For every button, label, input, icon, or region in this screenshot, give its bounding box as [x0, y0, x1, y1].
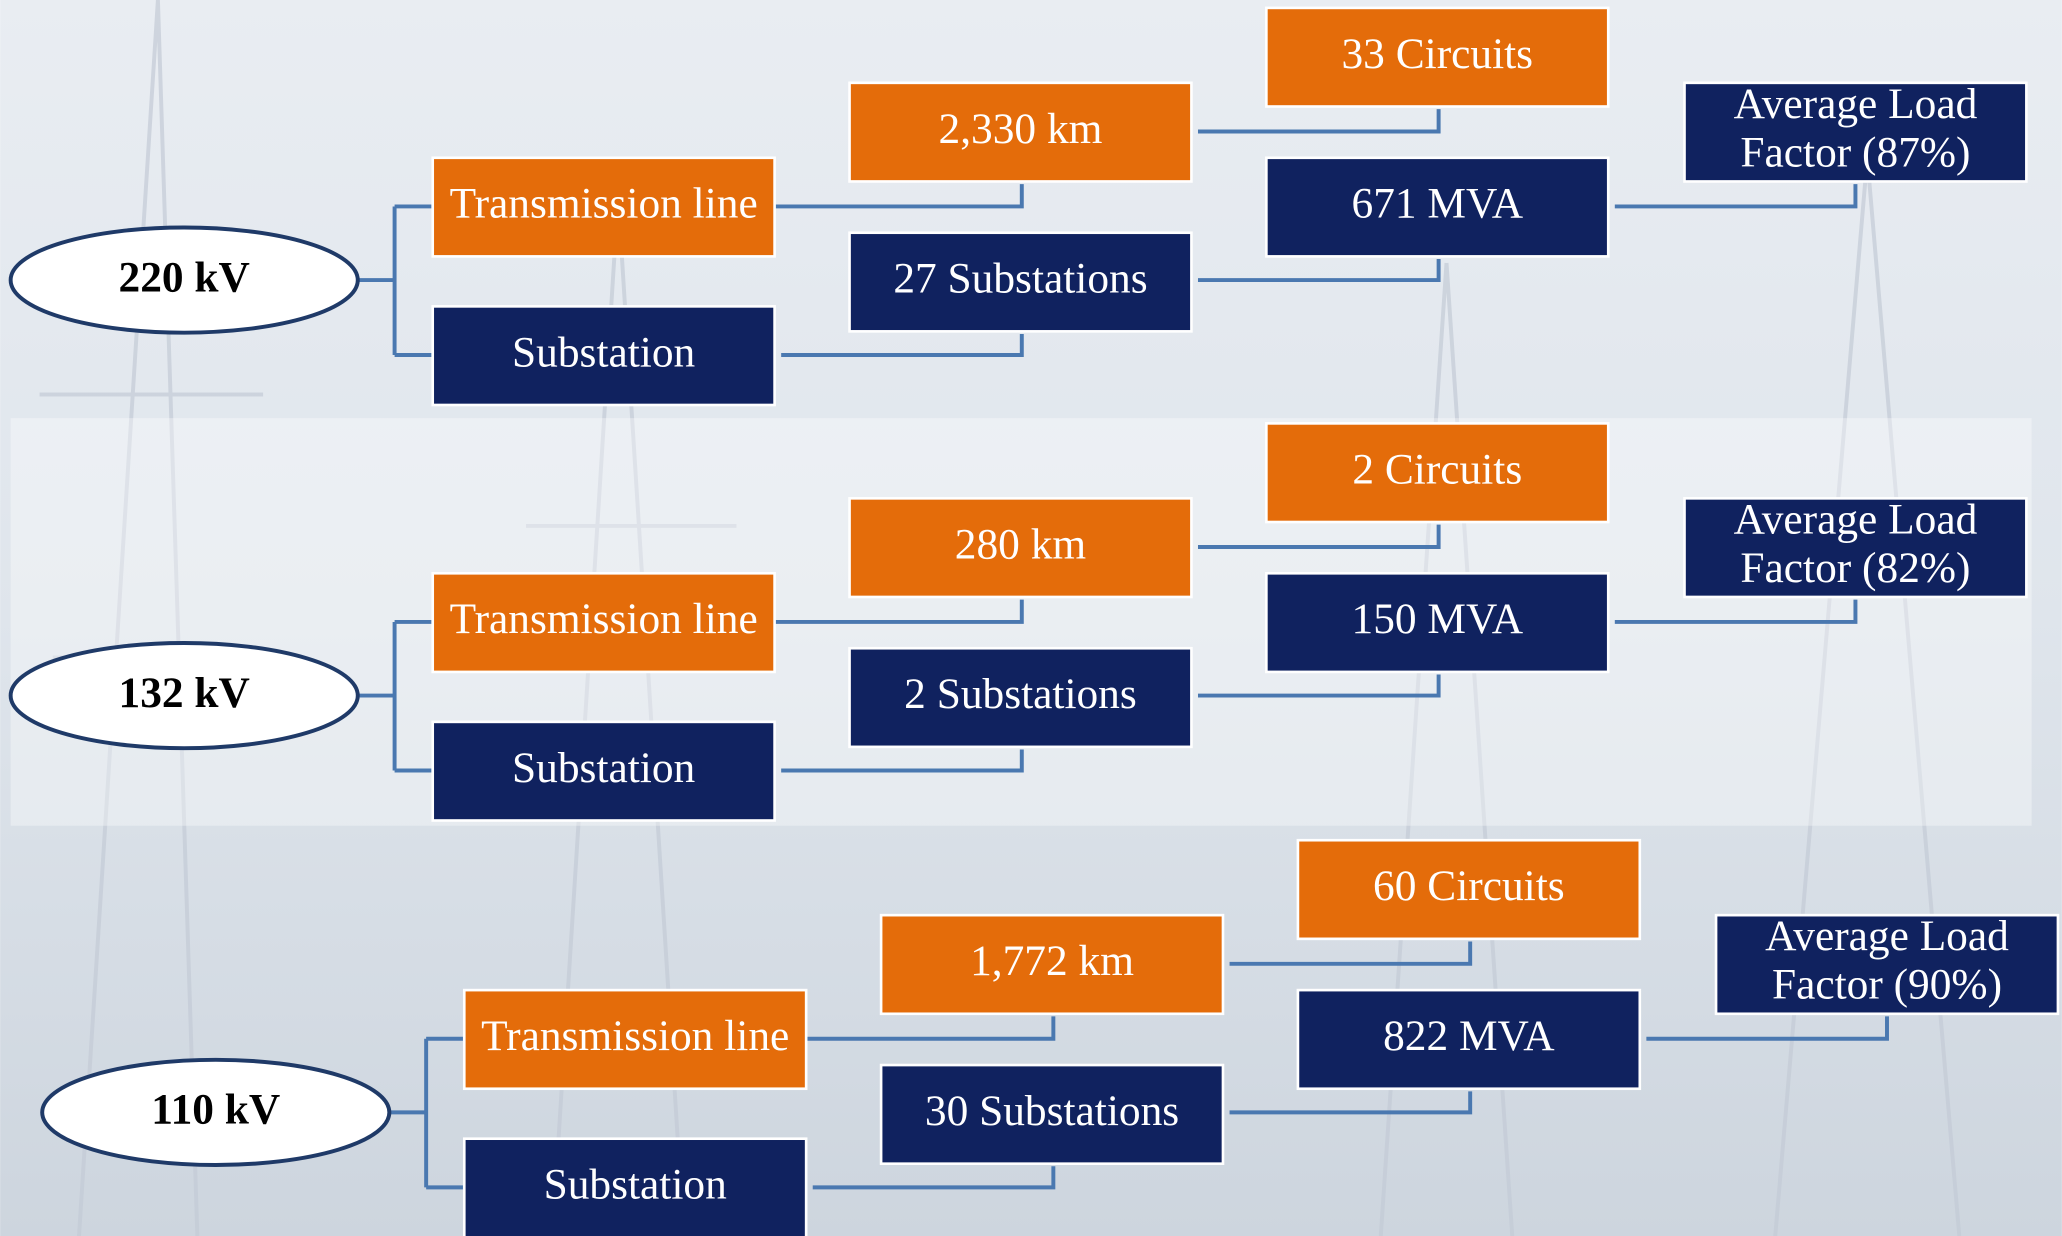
- line-length-label: 2,330 km: [939, 105, 1103, 153]
- substation-count-label: 27 Substations: [893, 255, 1147, 303]
- page: {"groups": [ {"voltage": "220 kV", "line…: [0, 0, 2062, 1236]
- load-factor-label: Average Load: [1734, 80, 1978, 128]
- substation-label: Substation: [544, 1161, 727, 1209]
- transmission-line-label: Transmission line: [450, 180, 758, 228]
- voltage-label: 110 kV: [151, 1086, 280, 1134]
- load-factor-label: Factor (87%): [1740, 128, 1970, 176]
- load-factor-label: Average Load: [1734, 495, 1978, 543]
- capacity-label: 822 MVA: [1383, 1012, 1555, 1060]
- line-length-label: 280 km: [955, 520, 1087, 568]
- capacity-label: 150 MVA: [1352, 595, 1524, 643]
- load-factor-label: Average Load: [1765, 912, 2009, 960]
- substation-count-label: 2 Substations: [904, 670, 1137, 718]
- line-length-label: 1,772 km: [970, 937, 1134, 985]
- substation-label: Substation: [512, 328, 695, 376]
- circuit-count-label: 2 Circuits: [1352, 445, 1522, 493]
- substation-count-label: 30 Substations: [925, 1087, 1179, 1135]
- transmission-line-label: Transmission line: [450, 595, 758, 643]
- voltage-label: 132 kV: [119, 669, 250, 717]
- voltage-label: 220 kV: [119, 253, 250, 301]
- diagram: 220 kV Transmission line Substation 2,330 k…: [0, 0, 2062, 1236]
- load-factor-label: Factor (90%): [1772, 961, 2002, 1009]
- circuit-count-label: 60 Circuits: [1373, 862, 1565, 910]
- capacity-label: 671 MVA: [1352, 180, 1524, 228]
- substation-label: Substation: [512, 744, 695, 792]
- transmission-line-label: Transmission line: [481, 1012, 789, 1060]
- load-factor-label: Factor (82%): [1740, 544, 1970, 592]
- circuit-count-label: 33 Circuits: [1342, 30, 1534, 78]
